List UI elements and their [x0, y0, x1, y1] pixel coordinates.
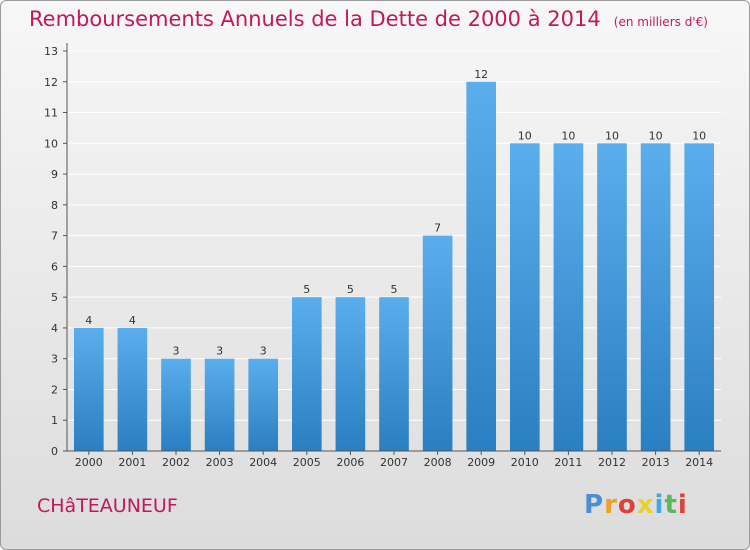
- y-tick-label: 2: [51, 383, 58, 396]
- bar: [161, 358, 191, 451]
- y-tick-label: 0: [51, 445, 58, 458]
- y-tick-label: 10: [44, 137, 58, 150]
- bar: [422, 235, 453, 451]
- x-tick-label: 2008: [424, 456, 452, 469]
- bar: [597, 143, 627, 452]
- bar-value-label: 10: [605, 129, 619, 142]
- y-tick-label: 11: [44, 107, 58, 120]
- logo-letter: i: [654, 490, 665, 520]
- bar: [117, 327, 148, 451]
- x-tick-label: 2011: [554, 456, 582, 469]
- x-tick-label: 2003: [206, 456, 234, 469]
- logo-letter: i: [677, 490, 688, 520]
- bar-value-label: 5: [391, 283, 398, 296]
- bar: [204, 358, 235, 451]
- bar: [684, 143, 715, 452]
- y-tick-label: 3: [51, 353, 58, 366]
- bar: [335, 297, 366, 451]
- x-tick-label: 2000: [75, 456, 103, 469]
- bar: [640, 143, 671, 452]
- logo-letter: o: [617, 490, 637, 520]
- bar: [248, 358, 279, 451]
- bar-value-label: 4: [129, 314, 136, 327]
- bar-value-label: 4: [85, 314, 92, 327]
- bar-value-label: 5: [347, 283, 354, 296]
- x-tick-label: 2014: [685, 456, 713, 469]
- y-tick-label: 9: [51, 168, 58, 181]
- chart-title: Remboursements Annuels de la Dette de 20…: [29, 7, 601, 31]
- x-tick-label: 2012: [598, 456, 626, 469]
- bar: [553, 143, 584, 452]
- bar-value-label: 10: [561, 129, 575, 142]
- bars: 4 4 3 3 3 5 5 5 7 12 10 10 10 10 10: [73, 68, 715, 452]
- chart-subtitle: (en milliers d'€): [613, 15, 708, 29]
- y-tick-label: 4: [51, 322, 58, 335]
- bar: [379, 297, 409, 451]
- y-tick-label: 7: [51, 230, 58, 243]
- bar: [466, 81, 497, 452]
- y-tick-label: 5: [51, 291, 58, 304]
- y-tick-label: 6: [51, 260, 58, 273]
- bar-value-label: 3: [173, 345, 180, 358]
- bar: [291, 297, 322, 451]
- bar-value-label: 10: [649, 129, 663, 142]
- logo-letter: P: [584, 490, 605, 520]
- x-tick-label: 2009: [467, 456, 495, 469]
- bar-value-label: 3: [216, 345, 223, 358]
- logo-letter: t: [664, 490, 678, 520]
- y-tick-label: 12: [44, 76, 58, 89]
- x-tick-label: 2004: [249, 456, 277, 469]
- y-tick-label: 8: [51, 199, 58, 212]
- x-tick-label: 2006: [336, 456, 364, 469]
- x-tick-label: 2013: [642, 456, 670, 469]
- y-tick-label: 13: [44, 45, 58, 58]
- bar: [509, 143, 540, 452]
- bar: [73, 327, 104, 451]
- x-tick-label: 2010: [511, 456, 539, 469]
- logo-letter: r: [604, 490, 618, 520]
- x-tick-label: 2001: [118, 456, 146, 469]
- logo-letter: x: [636, 490, 655, 520]
- bar-value-label: 5: [303, 283, 310, 296]
- bar-value-label: 3: [260, 345, 267, 358]
- proxiti-logo[interactable]: Proxiti: [584, 490, 688, 520]
- x-tick-label: 2002: [162, 456, 190, 469]
- x-tick-label: 2007: [380, 456, 408, 469]
- bar-value-label: 10: [518, 129, 532, 142]
- place-name: CHâTEAUNEUF: [37, 495, 178, 517]
- y-tick-label: 1: [51, 414, 58, 427]
- bar-value-label: 12: [474, 68, 488, 81]
- title-row: Remboursements Annuels de la Dette de 20…: [29, 7, 708, 31]
- x-tick-label: 2005: [293, 456, 321, 469]
- bar-value-label: 7: [434, 222, 441, 235]
- bar-value-label: 10: [692, 129, 706, 142]
